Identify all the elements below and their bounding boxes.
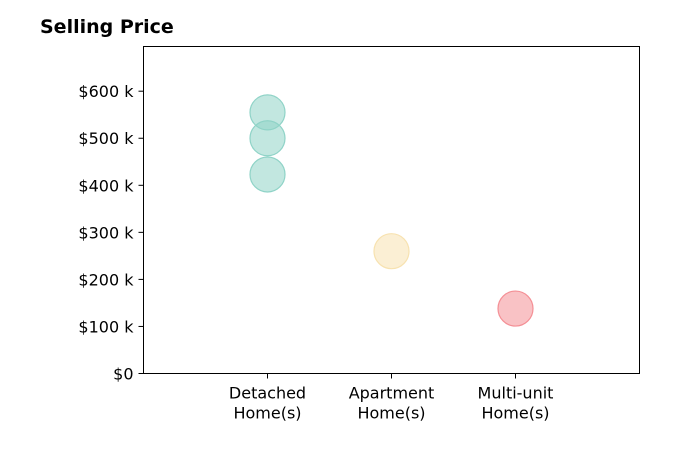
y-tick-label: $100 k [78,317,134,336]
x-tick-label: Multi-unit [478,384,554,403]
x-tick-label: Home(s) [233,404,301,423]
x-tick-label: Detached [229,384,306,403]
data-point [249,120,286,157]
y-tick-label: $0 [113,365,133,384]
y-tick-label: $300 k [78,223,134,242]
plot-frame [143,46,640,374]
data-point [497,290,534,327]
points-layer [249,94,534,327]
y-tick-label: $200 k [78,270,134,289]
x-tick-label: Home(s) [357,404,425,423]
y-tick-label: $400 k [78,176,134,195]
x-axis: DetachedHome(s)ApartmentHome(s)Multi-uni… [229,373,554,423]
y-tick-label: $600 k [78,82,134,101]
chart-title: Selling Price [40,16,174,38]
data-point [373,233,410,270]
y-tick-label: $500 k [78,129,134,148]
x-tick-label: Apartment [349,384,435,403]
x-tick-label: Home(s) [481,404,549,423]
y-axis: $0 $100 k $200 k $300 k $400 k $500 k $600 k [78,82,144,384]
data-point [249,156,286,193]
